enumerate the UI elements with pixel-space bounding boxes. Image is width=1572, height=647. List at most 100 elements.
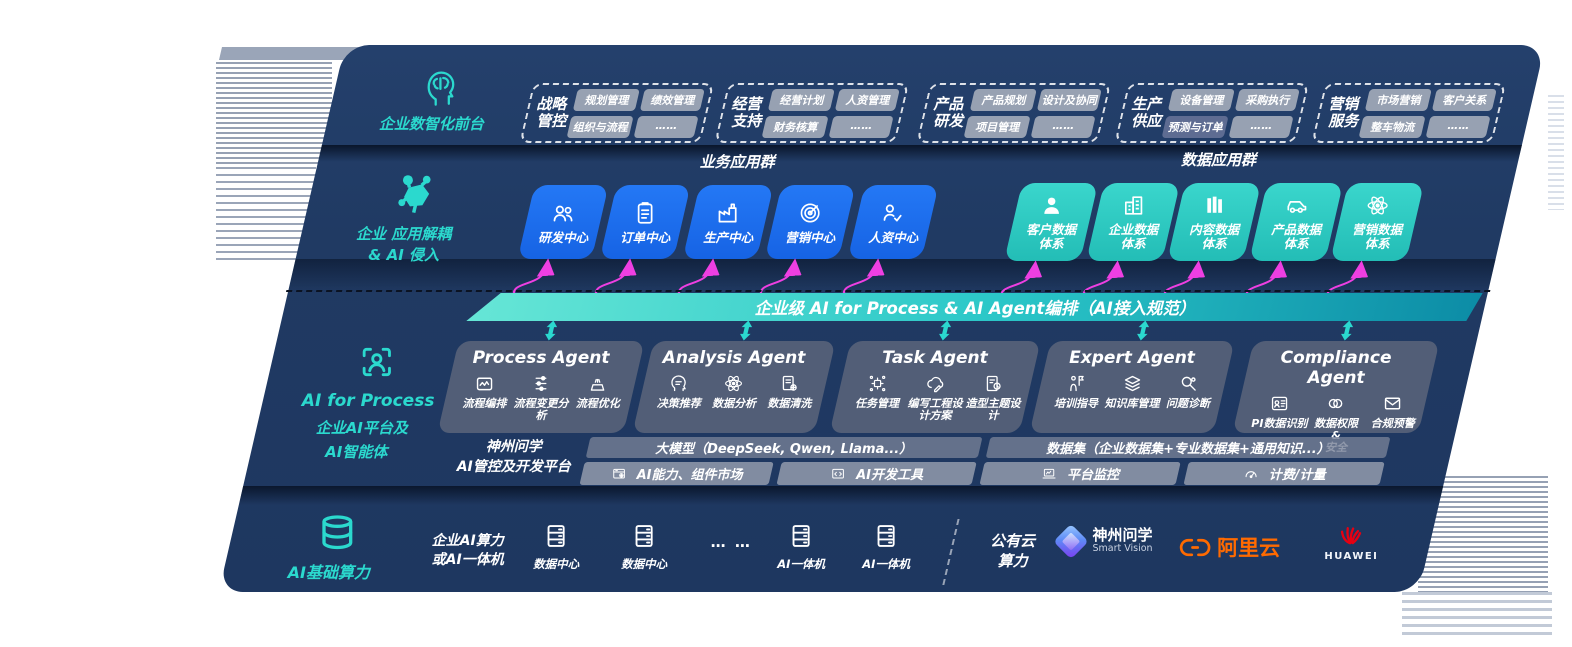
- knowledge-layers-icon: [1124, 375, 1140, 392]
- data-system-enterprise[interactable]: 企业数据 体系: [1086, 183, 1181, 261]
- front-group-marketing: 营销 服务 市场营销 客户关系 整车物流 ……: [1311, 83, 1507, 143]
- target-icon: [800, 203, 820, 222]
- module-pill[interactable]: 财务核算: [761, 115, 829, 138]
- double-arrow-icon: [738, 320, 754, 341]
- person-chart-icon: [883, 204, 902, 221]
- layer-divider: [317, 145, 1522, 162]
- molecule-icon: [393, 171, 439, 217]
- module-pill[interactable]: ……: [1425, 115, 1491, 138]
- module-pill[interactable]: 设备管理: [1167, 88, 1236, 111]
- module-pill[interactable]: 组织与流程: [566, 115, 634, 138]
- node-ai-appliance-2: AI一体机: [848, 522, 924, 572]
- model-bar: 大模型（DeepSeek, Qwen, Llama...）: [585, 437, 983, 458]
- cell-platform-monitor[interactable]: 平台监控: [979, 462, 1181, 485]
- monitor-icon: [1042, 468, 1056, 478]
- agent-card-task[interactable]: Task Agent 任务管理 编写工程设计方案 造型主题设计: [829, 341, 1041, 433]
- decoupling-dashed-line: [285, 290, 1491, 292]
- module-pill[interactable]: 绩效管理: [640, 88, 705, 111]
- data-group-header: 数据应用群: [1181, 151, 1257, 169]
- module-pill[interactable]: 采购执行: [1235, 88, 1300, 111]
- team-icon: [553, 205, 573, 221]
- node-datacenter-2: 数据中心: [606, 522, 682, 572]
- cell-billing[interactable]: 计费/计量: [1183, 462, 1385, 485]
- dev-tool-icon: [832, 468, 844, 478]
- permission-rings-icon: [1329, 398, 1343, 409]
- module-pill[interactable]: 人资管理: [835, 88, 900, 111]
- alert-mail-icon: [1384, 397, 1401, 410]
- stripe-decoration-bottom-right: [1402, 592, 1552, 640]
- server-icon: [547, 525, 565, 547]
- double-arrow-icon: [543, 320, 559, 341]
- data-system-content[interactable]: 内容数据 体系: [1167, 183, 1262, 261]
- data-system-marketing[interactable]: 营销数据 体系: [1330, 183, 1425, 261]
- server-icon: [635, 525, 653, 547]
- market-icon: [612, 468, 625, 478]
- dataset-bar: 数据集（企业数据集+专业数据集+通用知识...）: [985, 437, 1391, 458]
- clipboard-icon: [637, 201, 653, 224]
- module-pill[interactable]: 项目管理: [963, 115, 1031, 138]
- agent-card-expert[interactable]: Expert Agent 培训指导 知识库管理 问题诊断: [1029, 341, 1235, 433]
- aliyun-name: 阿里云: [1217, 536, 1281, 560]
- id-card-icon: [1271, 396, 1288, 411]
- factory-icon: [718, 202, 737, 223]
- app-center-order[interactable]: 订单中心: [599, 185, 691, 259]
- front-group-strategy: 战略 管控 规划管理 绩效管理 组织与流程 ……: [519, 83, 715, 143]
- design-doc-icon: [986, 375, 1001, 392]
- app-center-marketing[interactable]: 营销中心: [764, 185, 856, 259]
- enterprise-compute-label: 企业AI算力 或AI一体机: [431, 533, 504, 568]
- decision-head-icon: [671, 375, 686, 392]
- cloud-edit-icon: [926, 376, 943, 393]
- front-group-title: 战略 管控: [536, 94, 567, 130]
- module-pill[interactable]: 客户关系: [1432, 88, 1497, 111]
- server-icon: [877, 525, 895, 547]
- module-pill[interactable]: 规划管理: [572, 88, 641, 111]
- node-datacenter-1: 数据中心: [518, 522, 594, 572]
- module-pill[interactable]: ……: [828, 115, 894, 138]
- module-pill[interactable]: ……: [633, 115, 699, 138]
- diagnose-icon: [1181, 376, 1196, 391]
- columns-icon: [1206, 196, 1222, 213]
- app-center-production[interactable]: 生产中心: [682, 185, 774, 259]
- module-pill[interactable]: 经营计划: [767, 88, 836, 111]
- stripe-decoration-right-top: [1548, 95, 1564, 210]
- aliyun-logo: 阿里云: [1179, 532, 1280, 562]
- module-pill[interactable]: 产品规划: [969, 88, 1038, 111]
- agent-card-analysis[interactable]: Analysis Agent 决策推荐 数据分析 数据清洗: [632, 341, 836, 433]
- front-group-operation: 经营 支持 经营计划 人资管理 财务核算 ……: [714, 83, 910, 143]
- front-group-production: 生产 供应 设备管理 采购执行 预测与订单 ……: [1114, 83, 1310, 143]
- app-center-hr[interactable]: 人资中心: [847, 185, 939, 259]
- smart-vision-subtitle: Smart Vision: [1092, 543, 1153, 555]
- agent-card-process[interactable]: Process Agent 流程编排 流程变更分析 流程优化: [437, 341, 645, 433]
- training-flag-icon: [1069, 375, 1084, 392]
- module-pill[interactable]: 市场营销: [1364, 88, 1433, 111]
- aliyun-bracket-icon: [1179, 538, 1211, 556]
- flow-panel-icon: [476, 377, 493, 391]
- server-icon: [792, 525, 810, 547]
- smart-vision-logo: 神州问学 Smart Vision: [1053, 523, 1153, 559]
- huawei-logo: HUAWEI: [1320, 521, 1382, 562]
- double-arrow-icon: [937, 320, 953, 341]
- ai-for-process-label: AI for Process: [301, 391, 435, 411]
- atom-icon: [1367, 194, 1388, 217]
- module-pill[interactable]: 整车物流: [1358, 115, 1426, 138]
- module-pill[interactable]: ……: [1228, 115, 1294, 138]
- data-system-product[interactable]: 产品数据 体系: [1249, 183, 1344, 261]
- cell-ai-market[interactable]: AI能力、组件市场: [579, 462, 774, 485]
- ai-agent-label: AI智能体: [325, 443, 388, 461]
- module-pill[interactable]: ……: [1030, 115, 1096, 138]
- platform-vendor-label: 神州问学 AI管控及开发平台: [456, 439, 571, 475]
- rail-front-office: 企业数智化前台: [334, 67, 539, 134]
- public-cloud-label: 公有云 算力: [990, 532, 1036, 571]
- ai-orchestration-bus: 企业级 AI for Process & AI Agent编排（AI接入规范）: [466, 293, 1482, 321]
- smart-vision-diamond-icon: [1053, 523, 1089, 559]
- gauge-icon: [1245, 470, 1257, 478]
- data-system-customer[interactable]: 客户数据 体系: [1004, 183, 1099, 261]
- module-pill[interactable]: 设计及协同: [1037, 88, 1102, 111]
- person-icon: [1043, 197, 1059, 214]
- node-ai-appliance-1: AI一体机: [763, 522, 839, 572]
- cell-dev-tools[interactable]: AI开发工具: [776, 462, 977, 485]
- module-pill-highlighted[interactable]: 预测与订单: [1161, 115, 1229, 138]
- app-center-rnd[interactable]: 研发中心: [517, 185, 609, 259]
